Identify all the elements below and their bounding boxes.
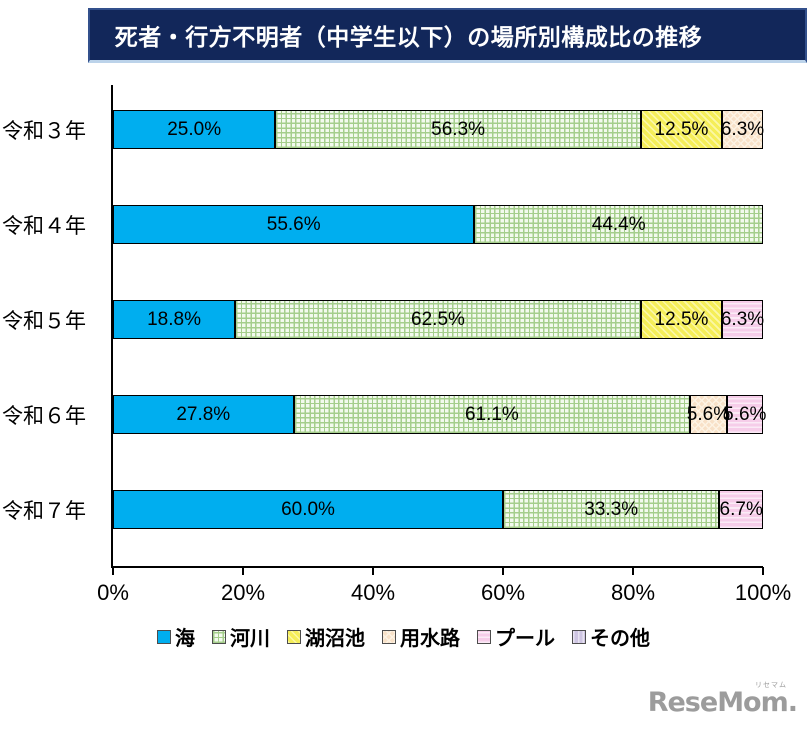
bar-segment-value: 6.3% — [720, 118, 765, 140]
legend-label: 海 — [175, 628, 195, 650]
legend-label: 河川 — [230, 628, 270, 650]
bar-segment-value: 18.8% — [147, 308, 201, 330]
bar-segment: 60.0% — [113, 490, 503, 529]
x-axis-tick — [112, 567, 114, 575]
bar-segment: 5.6% — [723, 395, 766, 434]
legend-item: 用水路 — [382, 622, 460, 651]
bar-segment-value: 6.3% — [720, 308, 765, 330]
legend-label: その他 — [590, 628, 650, 650]
bar-segment-value: 55.6% — [266, 213, 321, 235]
bar-row: 55.6% 44.4% — [113, 205, 763, 244]
x-axis-tick-label: 100% — [734, 580, 792, 605]
bar-segment-value: 62.5% — [411, 308, 465, 330]
bar-segment-value: 27.8% — [176, 403, 231, 425]
legend-swatch — [572, 629, 586, 644]
bar-segment: 6.3% — [720, 110, 765, 149]
bar-segment: 44.4% — [474, 205, 763, 244]
bar-segment: 12.5% — [640, 110, 723, 149]
bar-segment: 25.0% — [113, 110, 276, 149]
legend: 海 河川 湖沼池 用水路 プール その他 — [0, 622, 807, 651]
x-axis-tick-label: 0% — [97, 580, 129, 605]
legend-item: その他 — [572, 622, 650, 651]
bar-segment: 12.5% — [640, 300, 723, 339]
bar-row: 18.8% 62.5% 12.5% 6.3% — [113, 300, 765, 339]
legend-swatch — [382, 629, 396, 644]
bar-row: 27.8% 61.1% 5.6% 5.6% — [113, 395, 766, 434]
legend-swatch — [477, 629, 491, 644]
bar-segment-value: 6.7% — [719, 498, 763, 520]
legend-item: 河川 — [212, 622, 270, 651]
category-label: 令和６年 — [2, 404, 86, 428]
x-axis-tick-label: 40% — [350, 580, 396, 605]
plot-area: 令和３年 25.0% 56.3% 12.5% 6.3% 令和４年 55.6% 44.4% 令和５… — [2, 85, 791, 605]
x-axis-tick-label: 80% — [610, 580, 656, 605]
x-axis-tick — [632, 567, 634, 575]
bar-segment-value: 60.0% — [281, 498, 335, 520]
x-axis-tick — [372, 567, 374, 575]
category-label: 令和３年 — [2, 119, 86, 143]
bar-segment: 27.8% — [113, 395, 294, 434]
bar-segment: 62.5% — [235, 300, 641, 339]
legend-swatch — [157, 629, 171, 644]
legend-item: 湖沼池 — [287, 622, 365, 651]
bar-segment-value: 44.4% — [591, 213, 646, 235]
bar-row: 60.0% 33.3% 6.7% — [113, 490, 763, 529]
legend-label: 湖沼池 — [305, 628, 365, 650]
x-axis-tick-label: 60% — [480, 580, 526, 605]
category-label: 令和５年 — [2, 309, 86, 333]
legend-swatch — [287, 629, 301, 644]
resemom-logo: リセマム ReseMom. — [647, 682, 798, 718]
chart-title-banner: 死者・行方不明者（中学生以下）の場所別構成比の推移 — [88, 8, 807, 63]
resemom-logo-text: ReseMom. — [647, 687, 798, 718]
bar-segment: 61.1% — [293, 395, 691, 434]
x-axis-tick — [762, 567, 764, 575]
bar-segment-value: 5.6% — [723, 403, 767, 425]
bar-segment-value: 61.1% — [464, 403, 519, 425]
bar-segment: 56.3% — [275, 110, 641, 149]
legend-swatch — [212, 629, 226, 644]
bar-segment: 6.3% — [720, 300, 765, 339]
bar-segment-value: 56.3% — [431, 118, 486, 140]
x-axis-tick — [242, 567, 244, 575]
legend-label: プール — [495, 628, 555, 650]
chart-title: 死者・行方不明者（中学生以下）の場所別構成比の推移 — [114, 24, 703, 50]
bar-segment-value: 25.0% — [167, 118, 222, 140]
bar-segment: 33.3% — [503, 490, 720, 529]
bar-segment-value: 12.5% — [654, 118, 709, 140]
category-label: 令和７年 — [2, 499, 86, 523]
bar-segment-value: 12.5% — [654, 308, 709, 330]
legend-label: 用水路 — [400, 628, 460, 650]
bar-segment-value: 5.6% — [686, 403, 731, 425]
resemom-logo-ruby: リセマム — [755, 682, 787, 689]
bar-row: 25.0% 56.3% 12.5% 6.3% — [113, 110, 765, 149]
bar-segment: 6.7% — [719, 490, 763, 529]
bar-segment: 5.6% — [687, 395, 730, 434]
category-label: 令和４年 — [2, 214, 86, 238]
x-axis-tick — [502, 567, 504, 575]
legend-item: プール — [477, 622, 555, 651]
x-axis-tick-label: 20% — [220, 580, 266, 605]
bar-segment: 18.8% — [113, 300, 236, 339]
bar-segment: 55.6% — [113, 205, 475, 244]
legend-item: 海 — [157, 622, 195, 651]
bar-segment-value: 33.3% — [584, 498, 639, 520]
